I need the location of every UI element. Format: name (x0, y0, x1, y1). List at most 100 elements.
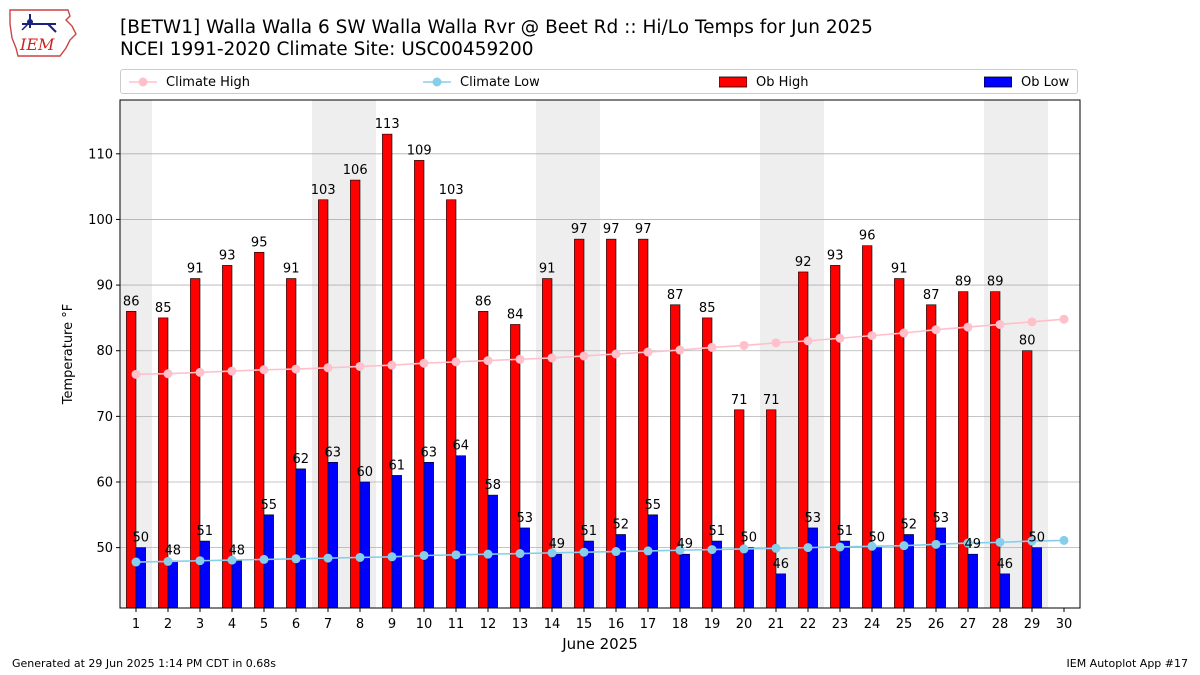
label-ob-high: 89 (955, 275, 972, 290)
bar-ob-low (423, 461, 434, 609)
climate-low-point (163, 556, 173, 566)
label-ob-high: 113 (375, 117, 400, 132)
label-ob-low: 51 (709, 524, 726, 539)
climate-low-point (963, 538, 973, 548)
x-tick-label: 18 (672, 617, 689, 632)
climate-high-point (1059, 314, 1069, 324)
label-ob-low: 50 (1029, 531, 1046, 546)
climate-high-point (675, 345, 685, 355)
chart-subtitle: NCEI 1991-2020 Climate Site: USC00459200 (120, 39, 534, 60)
label-ob-high: 91 (283, 262, 300, 277)
bar-ob-low (231, 560, 242, 609)
bar-ob-low (135, 547, 146, 609)
x-tick-label: 11 (448, 617, 465, 632)
bar-ob-high (798, 271, 809, 609)
climate-high-point (515, 354, 525, 364)
label-ob-low: 49 (549, 537, 566, 552)
climate-low-point (611, 547, 621, 557)
label-ob-high: 89 (987, 275, 1004, 290)
label-ob-low: 53 (933, 511, 950, 526)
label-ob-low: 64 (453, 439, 470, 454)
climate-low-point (1027, 536, 1037, 546)
climate-low-point (515, 549, 525, 559)
climate-low-point (643, 546, 653, 556)
bar-ob-low (999, 573, 1010, 609)
label-ob-high: 103 (311, 183, 336, 198)
label-ob-low: 51 (837, 524, 854, 539)
bar-ob-low (679, 553, 690, 609)
x-tick-label: 30 (1056, 617, 1073, 632)
chart-legend: Climate High Climate Low Ob High Ob Low (120, 69, 1078, 94)
label-ob-low: 60 (357, 465, 374, 480)
y-tick-label: 110 (88, 147, 113, 162)
x-tick-label: 13 (512, 617, 529, 632)
x-tick-label: 8 (356, 617, 364, 632)
climate-high-point (707, 342, 717, 352)
bar-ob-high (958, 291, 969, 609)
climate-low-point (259, 554, 269, 564)
label-ob-high: 91 (539, 262, 556, 277)
legend-item-climate-high: Climate High (129, 74, 250, 90)
bar-ob-low (807, 527, 818, 609)
label-ob-high: 84 (507, 307, 524, 322)
climate-high-point (771, 338, 781, 348)
climate-high-point (963, 322, 973, 332)
climate-low-point (835, 542, 845, 552)
label-ob-low: 50 (869, 531, 886, 546)
bar-ob-high (766, 409, 777, 609)
label-ob-high: 106 (343, 163, 368, 178)
bar-ob-high (862, 245, 873, 609)
label-ob-high: 92 (795, 255, 812, 270)
x-tick-label: 21 (768, 617, 785, 632)
label-ob-high: 103 (439, 183, 464, 198)
climate-low-point (675, 545, 685, 555)
x-tick-label: 17 (640, 617, 657, 632)
grid-lines (120, 153, 1080, 549)
plot-frame (119, 99, 1081, 609)
label-ob-high: 93 (219, 248, 236, 263)
x-tick-label: 4 (228, 617, 236, 632)
label-ob-low: 63 (421, 445, 438, 460)
y-axis-label: Temperature °F (61, 304, 76, 405)
climate-low-point (195, 556, 205, 566)
climate-high-point (739, 340, 749, 350)
x-tick-label: 5 (260, 617, 268, 632)
climate-high-point (483, 356, 493, 366)
label-ob-low: 63 (325, 445, 342, 460)
label-ob-high: 87 (667, 288, 684, 303)
iem-logo: IEM (9, 9, 77, 57)
x-tick-label: 9 (388, 617, 396, 632)
label-ob-high: 95 (251, 235, 268, 250)
bar-ob-low (615, 534, 626, 609)
label-ob-low: 55 (261, 498, 278, 513)
bar-ob-low (1031, 547, 1042, 609)
x-tick-label: 12 (480, 617, 497, 632)
bar-ob-high (510, 324, 521, 609)
climate-high-point (259, 365, 269, 375)
climate-low-point (899, 541, 909, 551)
climate-high-point (419, 358, 429, 368)
climate-high-point (579, 351, 589, 361)
bar-ob-low (199, 540, 210, 609)
label-ob-high: 85 (155, 301, 172, 316)
climate-low-point (739, 544, 749, 554)
label-ob-low: 46 (997, 557, 1014, 572)
climate-high-line (135, 318, 1065, 376)
label-ob-high: 87 (923, 288, 940, 303)
bar-ob-low (519, 527, 530, 609)
climate-high-point (643, 347, 653, 357)
chart-title: [BETW1] Walla Walla 6 SW Walla Walla Rvr… (120, 17, 873, 38)
climate-high-point (227, 366, 237, 376)
label-ob-high: 86 (123, 294, 140, 309)
legend-item-ob-high: Ob High (719, 74, 809, 90)
climate-low-point (227, 555, 237, 565)
label-ob-high: 85 (699, 301, 716, 316)
x-tick-label: 26 (928, 617, 945, 632)
bar-ob-low (167, 560, 178, 609)
climate-high-point (131, 369, 141, 379)
bars (126, 133, 1042, 609)
climate-high-point (611, 349, 621, 359)
label-ob-low: 51 (197, 524, 214, 539)
climate-low-point (1059, 535, 1069, 545)
